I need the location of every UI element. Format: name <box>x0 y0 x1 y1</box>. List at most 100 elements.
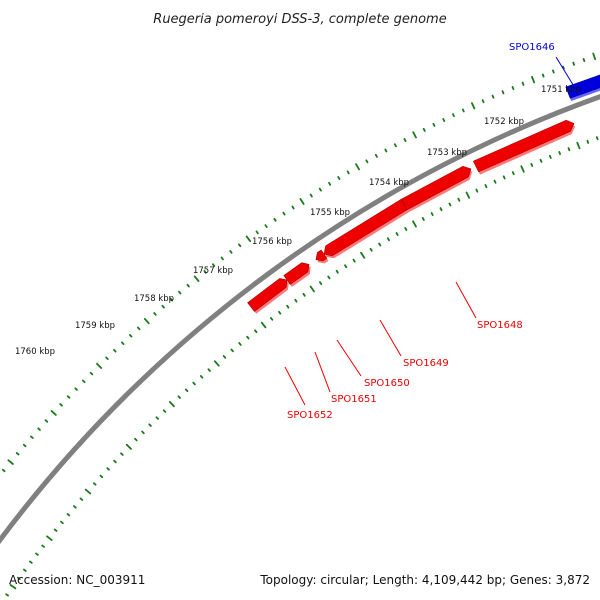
major-tick <box>470 102 476 110</box>
major-tick <box>193 275 200 282</box>
minor-tick <box>493 179 497 184</box>
minor-tick <box>582 58 586 62</box>
major-tick <box>465 191 471 199</box>
minor-tick <box>1 468 6 473</box>
minor-tick <box>79 497 84 501</box>
gene-leader-line <box>336 339 362 377</box>
minor-tick <box>60 520 64 525</box>
minor-tick <box>53 528 58 532</box>
tick-labels: 1751 kbp 1752 kbp 1753 kbp 1754 kbp 1755 kbp… <box>15 85 581 357</box>
minor-tick <box>230 348 234 353</box>
gene-label[interactable]: SPO1651 <box>331 394 377 405</box>
gene-leader-line <box>284 366 306 406</box>
gene-label[interactable]: SPO1649 <box>403 358 449 369</box>
major-tick <box>309 285 315 293</box>
minor-tick <box>184 388 189 393</box>
minor-tick <box>178 290 182 295</box>
genome-summary: Topology: circular; Length: 4,109,442 bp… <box>260 573 590 587</box>
minor-tick <box>15 452 20 456</box>
minor-tick <box>222 355 227 359</box>
minor-tick <box>169 297 174 302</box>
major-tick <box>592 52 597 61</box>
gene-label[interactable]: SPO1648 <box>477 320 523 331</box>
major-tick <box>299 198 305 205</box>
tick-label: 1753 kbp <box>427 148 467 158</box>
gene-labels: SPO1646 SPO1648 SPO1649 SPO1650 SPO1651 SPO16… <box>284 42 576 421</box>
minor-tick <box>461 108 465 113</box>
outer-tick-track <box>1 52 597 473</box>
major-tick <box>360 251 366 259</box>
minor-tick <box>481 99 485 104</box>
minor-tick <box>177 395 181 399</box>
gene-leader-line <box>555 56 576 89</box>
major-tick <box>7 459 14 465</box>
minor-tick <box>211 263 216 268</box>
minor-tick <box>255 230 259 235</box>
minor-tick <box>30 435 34 439</box>
gene-arrow[interactable] <box>283 262 310 285</box>
minor-tick <box>134 437 138 442</box>
minor-tick <box>237 243 242 248</box>
minor-tick <box>89 371 94 376</box>
minor-tick <box>238 342 242 346</box>
minor-tick <box>5 593 10 597</box>
genome-backbone <box>0 94 600 545</box>
minor-tick <box>264 224 268 229</box>
minor-tick <box>282 211 286 216</box>
minor-tick <box>404 226 408 231</box>
minor-tick <box>422 127 426 132</box>
minor-tick <box>120 452 124 456</box>
major-tick <box>412 131 417 139</box>
minor-tick <box>567 147 571 152</box>
minor-tick <box>59 403 63 407</box>
minor-tick <box>199 374 204 379</box>
minor-tick <box>92 482 97 486</box>
gene-label[interactable]: SPO1646 <box>509 42 555 53</box>
major-tick <box>50 409 57 416</box>
minor-tick <box>269 316 274 321</box>
minor-tick <box>186 283 190 288</box>
minor-tick <box>220 256 224 261</box>
tick-label: 1754 kbp <box>369 178 409 188</box>
tick-label: 1755 kbp <box>310 208 350 218</box>
accession-label: Accession: NC_003911 <box>9 573 146 587</box>
minor-tick <box>432 122 436 127</box>
gene-arrow[interactable] <box>247 278 288 312</box>
inner-tick-track <box>5 136 599 597</box>
minor-tick <box>352 258 356 263</box>
minor-tick <box>521 81 525 86</box>
minor-tick <box>229 249 233 254</box>
minor-tick <box>439 207 443 212</box>
minor-tick <box>393 143 397 148</box>
tick-label: 1752 kbp <box>484 117 524 127</box>
minor-tick <box>41 544 45 548</box>
major-tick <box>576 141 581 150</box>
gene-label[interactable]: SPO1652 <box>287 410 333 421</box>
gene-arrow[interactable] <box>400 165 472 211</box>
minor-tick <box>28 560 33 564</box>
minor-tick <box>395 232 399 237</box>
minor-tick <box>442 118 446 122</box>
major-tick <box>125 443 132 450</box>
gene-arrow[interactable] <box>472 119 575 173</box>
gene-arrow[interactable] <box>565 64 600 99</box>
minor-tick <box>548 154 552 159</box>
minor-tick <box>328 181 332 186</box>
major-tick <box>9 584 17 590</box>
gene-label[interactable]: SPO1650 <box>364 378 410 389</box>
tick-label: 1757 kbp <box>193 266 233 276</box>
gene-leader-line <box>314 351 331 393</box>
minor-tick <box>192 381 196 386</box>
minor-tick <box>278 310 282 315</box>
minor-tick <box>541 73 545 78</box>
minor-tick <box>106 467 110 471</box>
gene-arrow[interactable] <box>315 249 328 262</box>
tick-label: 1760 kbp <box>15 347 55 357</box>
gene-arrow[interactable] <box>323 198 408 257</box>
major-tick <box>412 220 417 228</box>
minor-tick <box>346 170 350 175</box>
minor-tick <box>572 61 575 66</box>
minor-tick <box>294 298 298 303</box>
minor-tick <box>128 333 133 338</box>
minor-tick <box>309 193 313 198</box>
